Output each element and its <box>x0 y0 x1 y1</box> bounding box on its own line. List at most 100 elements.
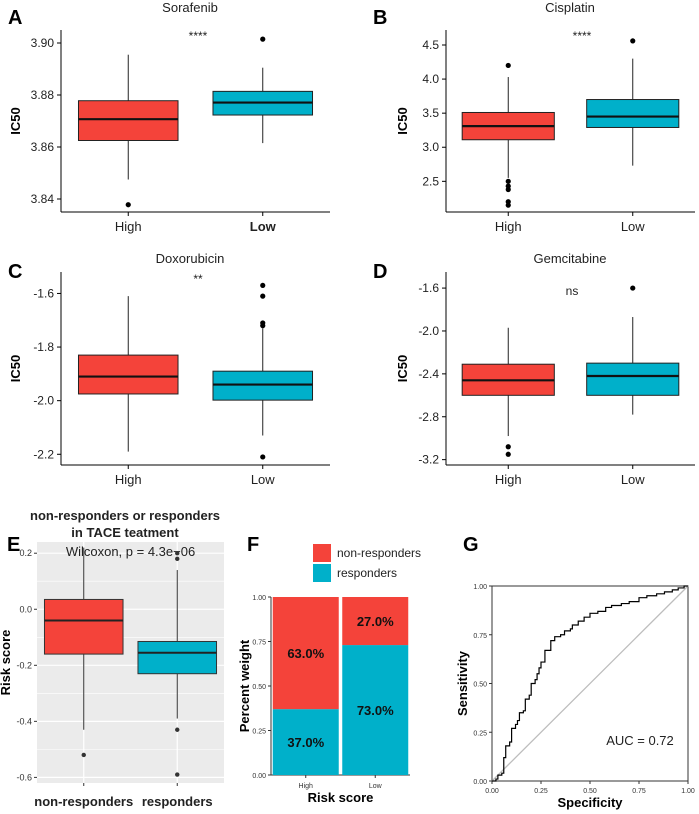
x-tick-label: Low <box>621 219 645 234</box>
outlier-point <box>81 752 86 758</box>
chart-title-line1: non-responders or responders <box>30 508 220 523</box>
panel-letter: D <box>373 261 387 283</box>
y-axis-label: IC50 <box>8 355 23 382</box>
y-tick-label: -2.8 <box>418 410 439 424</box>
legend-label: responders <box>337 566 397 580</box>
y-tick-label: 0.00 <box>473 779 487 786</box>
outlier-point <box>260 293 266 299</box>
y-tick-label: 1.00 <box>473 584 487 591</box>
y-tick-label: 3.90 <box>31 36 55 50</box>
x-tick-label: non-responders <box>34 794 133 809</box>
bar-segment-responders <box>342 645 409 775</box>
y-tick-label: 3.0 <box>422 140 439 154</box>
box-high <box>77 354 179 395</box>
y-axis-label: IC50 <box>8 107 23 134</box>
box-low <box>586 99 680 128</box>
chart-title: Sorafenib <box>162 0 218 15</box>
legend-swatch-responders <box>313 564 331 582</box>
y-tick-label: 0.50 <box>252 684 266 691</box>
x-tick-label: Low <box>369 783 383 790</box>
y-axis-label: Sensitivity <box>455 650 470 716</box>
outlier-point <box>505 451 511 457</box>
panel-letter: E <box>7 534 20 556</box>
x-tick-label: High <box>495 472 522 487</box>
x-tick-label: High <box>115 472 142 487</box>
bar-segment-non-responders <box>342 597 409 646</box>
bar-segment-responders <box>272 709 339 775</box>
outlier-point <box>260 282 266 289</box>
y-tick-label: 0.75 <box>252 640 266 647</box>
chart-title: Gemcitabine <box>534 251 607 266</box>
y-tick-label: -0.4 <box>16 716 32 726</box>
y-tick-label: 0.2 <box>19 548 32 558</box>
outlier-point <box>175 772 180 777</box>
box-low <box>586 362 680 396</box>
x-tick-label: 0.50 <box>583 788 597 795</box>
outlier-point <box>630 285 636 291</box>
outlier-point <box>260 323 266 329</box>
panel-b: B Cisplatin **** IC50 2.5 3.0 3.5 4.0 4.5 High Low <box>373 0 695 234</box>
outlier-point <box>505 178 511 184</box>
significance-label: ** <box>193 272 203 286</box>
significance-label: **** <box>573 29 592 43</box>
roc-curve <box>492 585 688 782</box>
y-tick-label: -1.6 <box>33 286 54 300</box>
y-tick-label: 0.25 <box>252 729 266 736</box>
panel-a: A Sorafenib **** IC50 3.84 3.86 3.88 3.90 High Lo… <box>8 0 330 234</box>
y-axis-label: IC50 <box>395 107 410 134</box>
y-tick-label: 3.5 <box>422 106 439 120</box>
y-axis-label: IC50 <box>395 355 410 382</box>
box-responders <box>137 640 218 675</box>
y-tick-label: 0.75 <box>473 633 487 640</box>
y-tick-label: -1.6 <box>418 281 439 295</box>
panel-c: C Doxorubicin ** IC50 -2.2 -2.0 -1.8 -1.6 High Lo… <box>8 251 330 487</box>
x-axis-label: Risk score <box>308 790 374 805</box>
wilcoxon-annotation: Wilcoxon, p = 4.3e−06 <box>66 544 195 559</box>
outlier-point <box>175 551 180 556</box>
y-tick-label: 4.5 <box>422 38 439 52</box>
y-tick-label: -2.2 <box>33 447 54 461</box>
y-tick-label: -1.8 <box>33 340 54 354</box>
panel-g: G 0.00 0.00 0.25 0.25 0.50 0.50 0.75 0.75 1.00 1.0… <box>455 534 695 810</box>
bar-value-label: 73.0% <box>357 703 394 718</box>
y-tick-label: 0.50 <box>473 682 487 689</box>
y-tick-label: -2.4 <box>418 367 439 381</box>
y-axis-label: Percent weight <box>237 639 252 732</box>
y-tick-label: 3.86 <box>31 140 55 154</box>
x-tick-label: High <box>299 783 314 790</box>
panel-e: non-responders or responders in TACE teat… <box>0 508 224 809</box>
x-tick-label: 0.00 <box>485 788 499 795</box>
y-tick-label: 1.00 <box>252 595 266 602</box>
y-tick-label: -3.2 <box>418 453 439 467</box>
x-tick-label: 0.25 <box>534 788 548 795</box>
x-tick-label: Low <box>250 219 277 234</box>
x-axis-label: Specificity <box>557 795 623 810</box>
y-tick-label: -2.0 <box>418 324 439 338</box>
outlier-point <box>260 36 266 42</box>
x-tick-label: 0.75 <box>632 788 646 795</box>
y-tick-label: 2.5 <box>422 174 439 188</box>
outlier-point <box>260 454 266 460</box>
x-tick-label: 1.00 <box>681 788 695 795</box>
y-tick-label: 0.0 <box>19 604 32 614</box>
outlier-point <box>505 186 511 193</box>
outlier-point <box>175 727 180 732</box>
diagonal-reference <box>491 585 689 782</box>
y-tick-label: 0.25 <box>473 730 487 737</box>
y-tick-label: -0.2 <box>16 660 32 670</box>
y-axis-label: Risk score <box>0 630 13 696</box>
bar-value-label: 63.0% <box>287 646 324 661</box>
outlier-point <box>630 38 636 44</box>
outlier-point <box>505 444 511 450</box>
bar-value-label: 37.0% <box>287 735 324 750</box>
x-tick-label: High <box>495 219 522 234</box>
x-tick-label: Low <box>621 472 645 487</box>
y-tick-label: 3.84 <box>31 192 55 206</box>
panel-letter: B <box>373 7 387 29</box>
y-tick-label: -2.0 <box>33 394 54 408</box>
outlier-point <box>175 556 180 562</box>
bar-value-label: 27.0% <box>357 614 394 629</box>
x-tick-label: High <box>115 219 142 234</box>
